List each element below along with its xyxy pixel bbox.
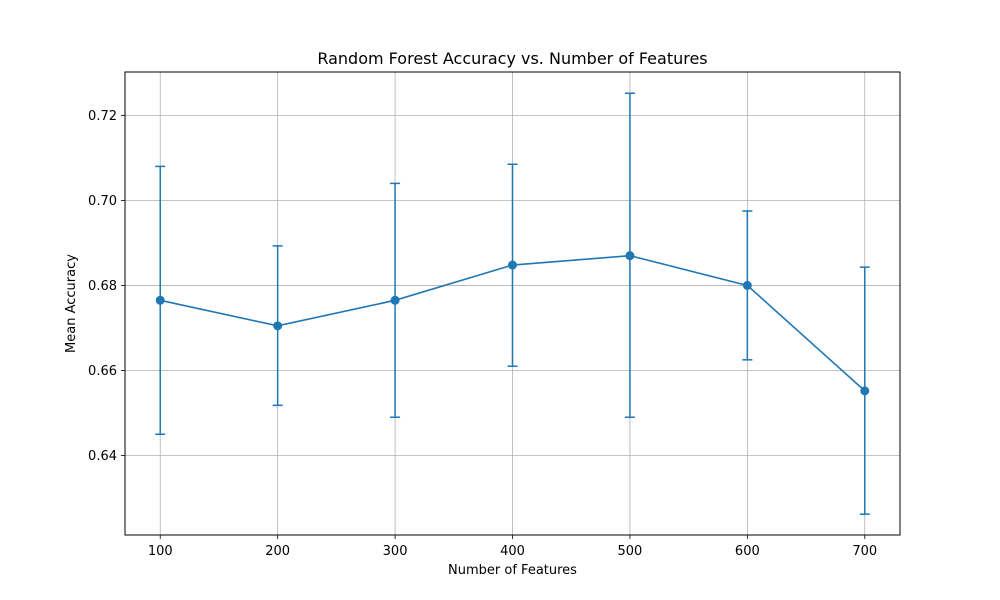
series-layer bbox=[155, 92, 870, 515]
y-tick-label: 0.68 bbox=[88, 279, 117, 294]
data-point bbox=[273, 321, 283, 331]
chart-title: Random Forest Accuracy vs. Number of Fea… bbox=[317, 49, 707, 68]
x-tick-label: 100 bbox=[148, 544, 173, 559]
data-point bbox=[860, 386, 870, 396]
x-tick-label: 300 bbox=[383, 544, 408, 559]
x-tick-label: 400 bbox=[500, 544, 525, 559]
ticks: 100 200 300 400 500 600 700 0.64 0.66 0.68 0.70 0.7… bbox=[88, 109, 877, 559]
x-tick-label: 600 bbox=[735, 544, 760, 559]
data-point bbox=[625, 251, 635, 261]
y-tick-label: 0.66 bbox=[88, 364, 117, 379]
data-point bbox=[508, 260, 517, 270]
y-tick-label: 0.72 bbox=[88, 109, 117, 124]
data-point bbox=[390, 295, 400, 305]
y-tick-label: 0.70 bbox=[88, 194, 117, 209]
y-tick-label: 0.64 bbox=[88, 449, 117, 464]
x-axis-title: Number of Features bbox=[448, 563, 577, 578]
y-axis-title: Mean Accuracy bbox=[64, 254, 79, 353]
x-tick-label: 500 bbox=[618, 544, 643, 559]
x-tick-label: 200 bbox=[265, 544, 290, 559]
data-point bbox=[742, 280, 752, 290]
data-point bbox=[155, 295, 165, 305]
x-tick-label: 700 bbox=[852, 544, 877, 559]
